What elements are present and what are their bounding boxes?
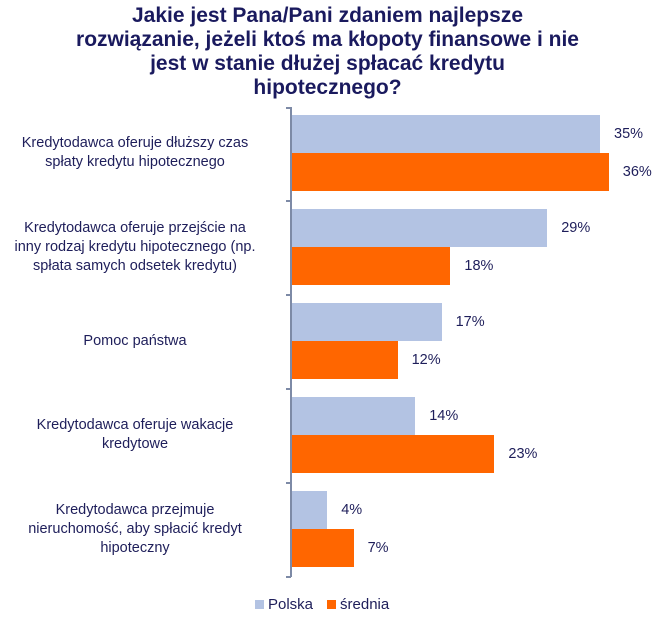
category-label-line: spłaty kredytu hipotecznego (45, 154, 225, 170)
category-label: Pomoc państwa (0, 332, 280, 351)
data-label: 36% (622, 164, 652, 180)
title-line: Jakie jest Pana/Pani zdaniem najlepsze (131, 4, 523, 27)
legend-item-polska: Polska (255, 596, 313, 613)
bar-polska (292, 397, 416, 435)
category-label-line: kredytowe (101, 436, 169, 452)
axis-tick (286, 388, 291, 390)
bar-polska (292, 209, 548, 247)
data-label: 35% (614, 126, 644, 142)
category-label: Kredytodawca oferuje wakacje kredytowe (0, 416, 280, 454)
data-label: 23% (508, 446, 538, 462)
category-axis (290, 107, 292, 577)
category-label-line: nieruchomość, aby spłacić kredyt (28, 520, 242, 537)
axis-tick (286, 107, 291, 109)
data-label: 12% (411, 352, 441, 368)
legend-swatch (327, 600, 337, 609)
axis-tick (286, 576, 291, 578)
axis-tick (286, 294, 291, 296)
chart-title: Jakie jest Pana/Pani zdaniem najlepsze r… (0, 4, 655, 100)
category-label-line: inny rodzaj kredytu hipotecznego (np. (14, 238, 256, 255)
axis-tick (286, 200, 291, 202)
legend-label: średnia (340, 596, 390, 613)
bar-srednia (292, 529, 354, 567)
bar-polska (292, 303, 442, 341)
category-label-line: Kredytodawca oferuje dłuższy czas (21, 135, 249, 151)
data-label: 18% (464, 258, 494, 274)
category-label: Kredytodawca przejmuje nieruchomość, aby … (0, 501, 280, 558)
category-label-line: hipoteczny (100, 539, 170, 556)
title-line: jest w stanie dłużej spłacać kredytu (150, 52, 505, 75)
category-label: Kredytodawca oferuje dłuższy czas spłaty … (0, 134, 280, 172)
axis-tick (286, 482, 291, 484)
bar-srednia (292, 341, 398, 379)
title-line: hipotecznego? (253, 76, 402, 99)
category-label-line: spłata samych odsetek kredytu) (33, 257, 237, 274)
category-label-line: Kredytodawca przejmuje (55, 501, 215, 518)
data-label: 14% (429, 408, 459, 424)
legend-item-srednia: średnia (327, 596, 389, 613)
category-label-line: Kredytodawca oferuje wakacje (36, 417, 234, 433)
bar-srednia (292, 435, 495, 473)
bar-polska (292, 115, 600, 153)
bar-polska (292, 491, 328, 529)
data-label: 7% (367, 540, 389, 556)
legend: Polska średnia (255, 596, 403, 613)
bar-srednia (292, 153, 609, 191)
legend-label: Polska (268, 596, 314, 613)
category-label-line: Pomoc państwa (83, 332, 187, 349)
data-label: 4% (341, 502, 363, 518)
category-label: Kredytodawca oferuje przejście na inny ro… (0, 219, 280, 276)
category-label-line: Kredytodawca oferuje przejście na (24, 219, 246, 236)
data-label: 29% (561, 220, 591, 236)
bar-srednia (292, 247, 451, 285)
data-label: 17% (455, 314, 485, 330)
title-line: rozwiązanie, jeżeli ktoś ma kłopoty fina… (76, 28, 579, 51)
legend-swatch (255, 600, 264, 609)
